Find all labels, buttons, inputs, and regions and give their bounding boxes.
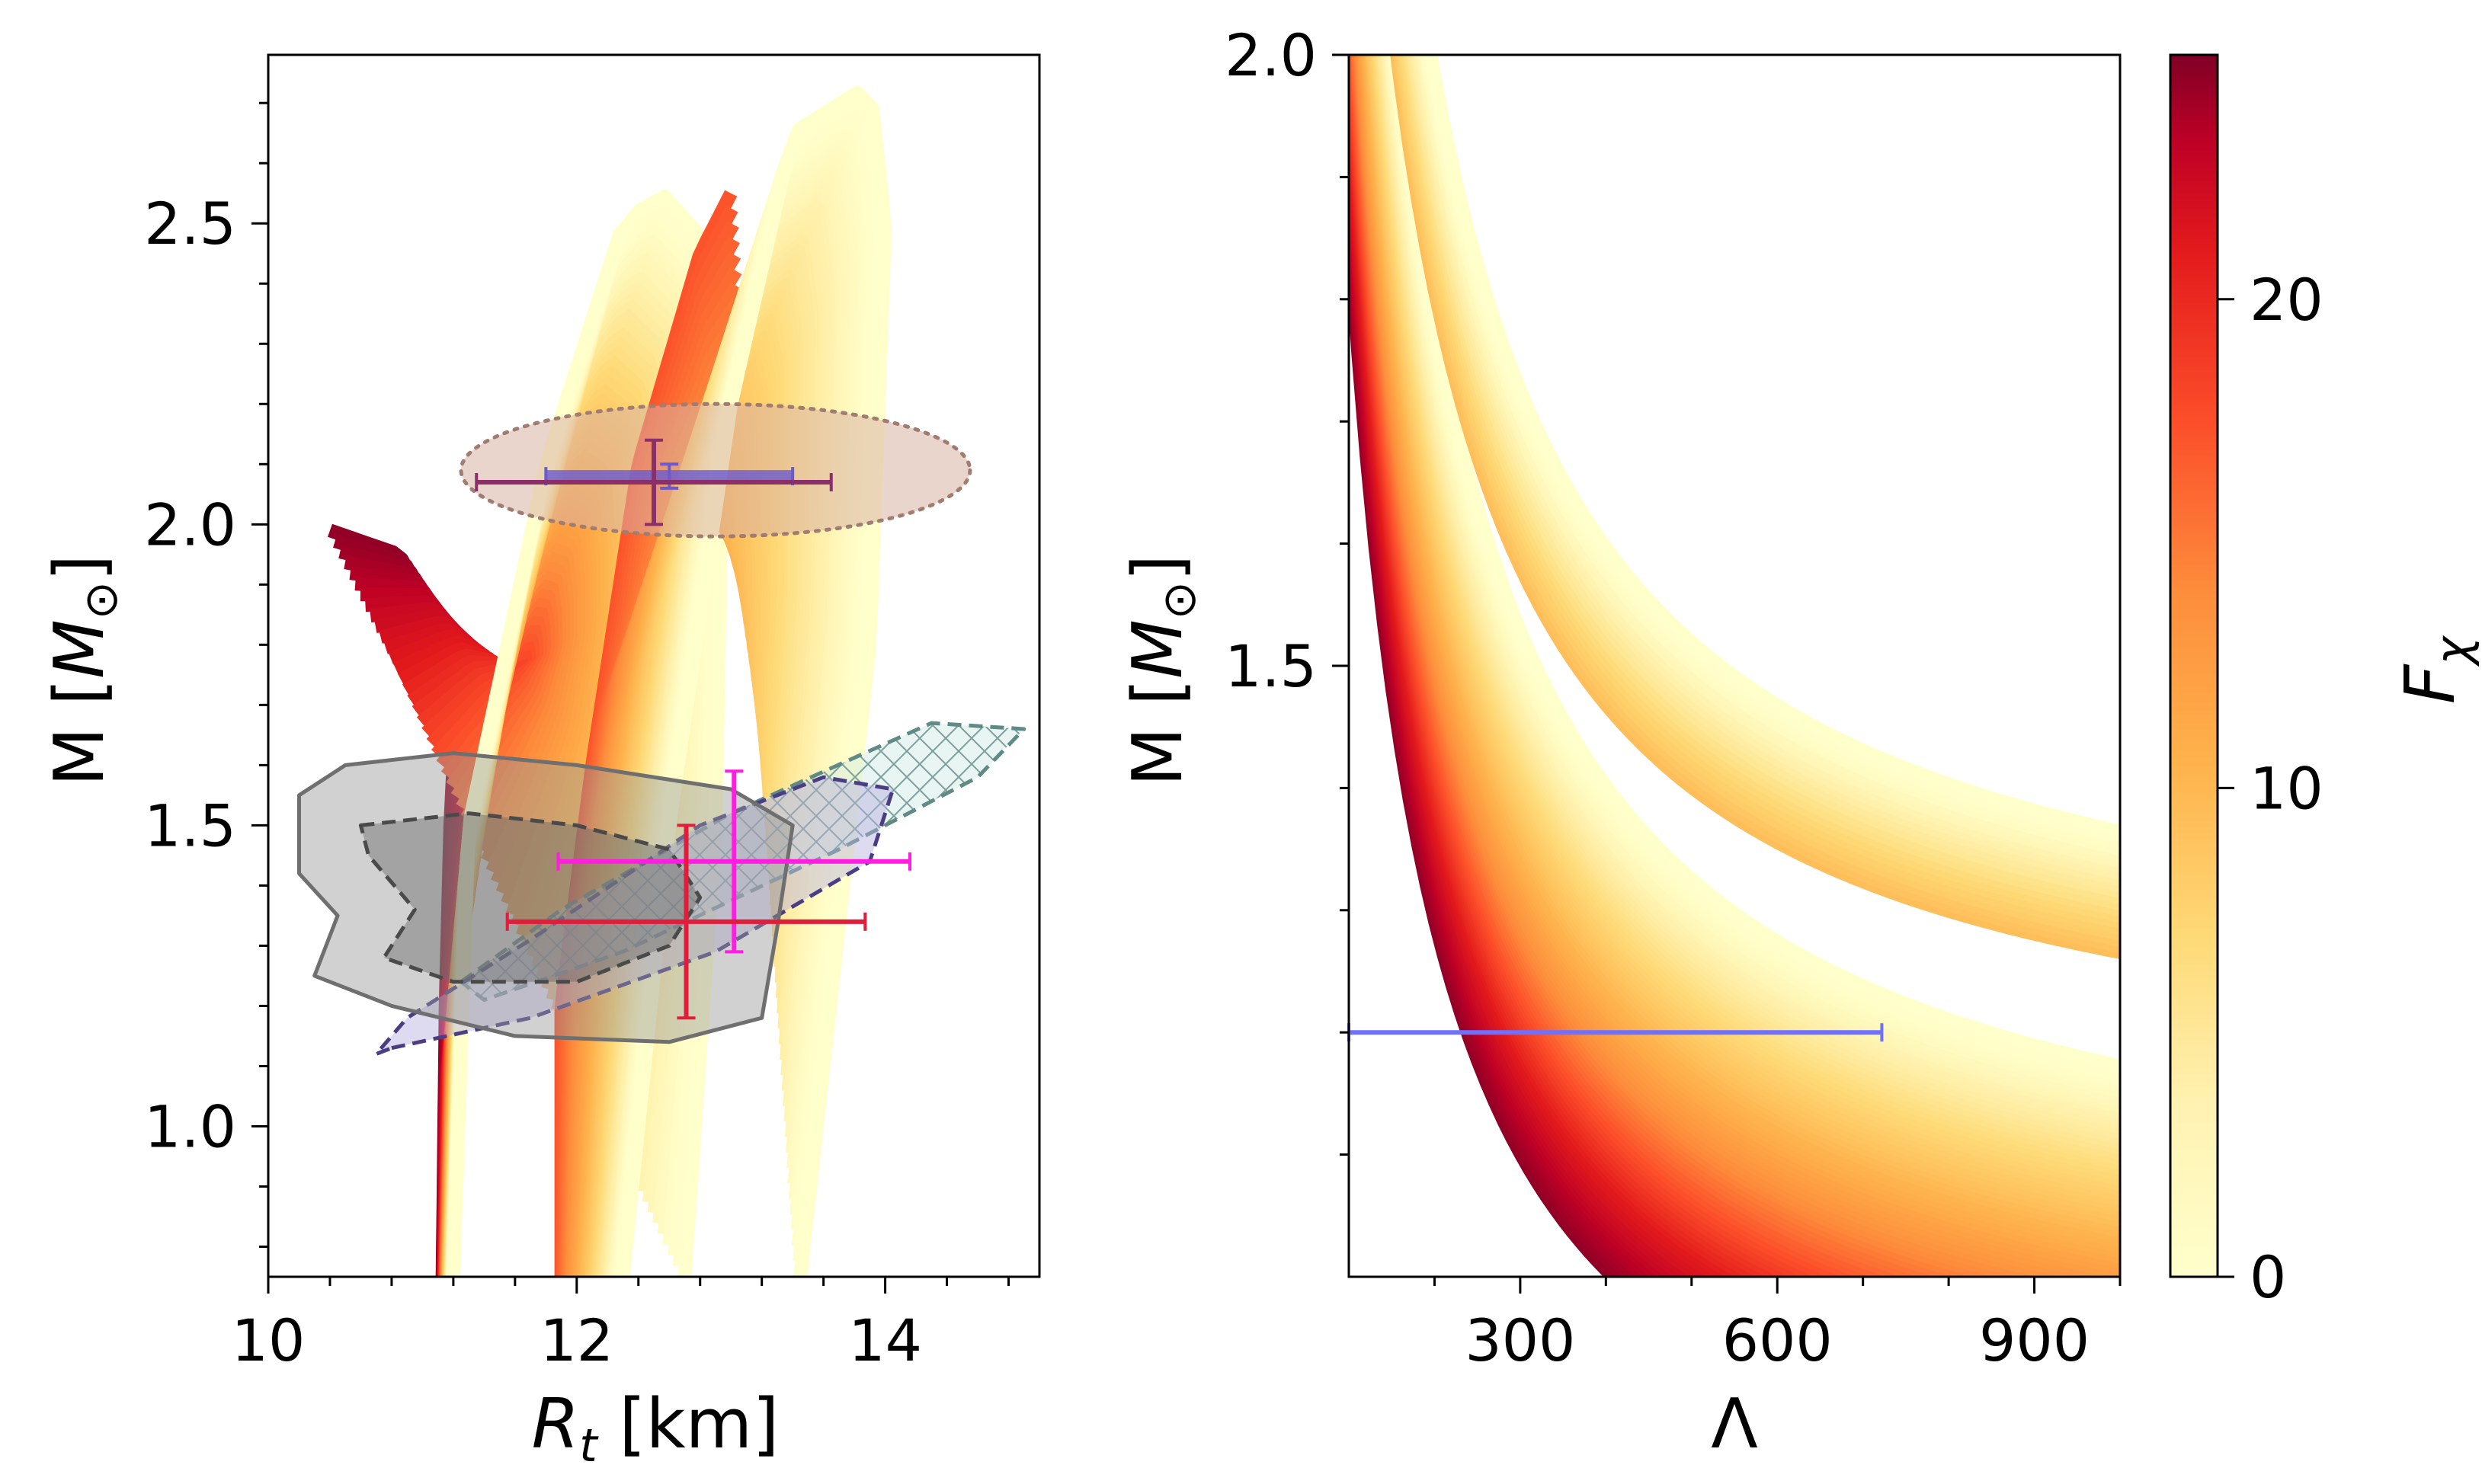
colorbar: 0 10 20 Fχ: [2169, 53, 2480, 1311]
right-x-axis-label: Λ: [1711, 1384, 1758, 1464]
left-x-axis-label: Rt [km]: [532, 1384, 780, 1473]
left-ytick-label-1.5: 1.5: [144, 792, 236, 859]
left-ytick-label-2: 2.0: [144, 491, 236, 558]
right-band-curve-0: [1391, 55, 2120, 1072]
right-panel: 300 600 900 1.5 2.0 Λ M [M⊙]: [1118, 21, 2122, 1464]
right-xtick-label-300: 300: [1465, 1306, 1575, 1374]
region-gw-purple: [374, 775, 895, 1057]
right-band-2-curve-0: [1425, 55, 2120, 837]
colorbar-gradient: [2170, 55, 2218, 1277]
right-ticks: [1332, 53, 2122, 1294]
left-ytick-label-1: 1.0: [144, 1092, 236, 1160]
left-xtick-label-14: 14: [848, 1306, 922, 1374]
right-ytick-label-2: 2.0: [1225, 21, 1317, 89]
right-xtick-label-600: 600: [1722, 1306, 1833, 1374]
left-mr-curves: [328, 85, 892, 1277]
left-errorbar-purple: [475, 438, 833, 526]
left-ticks: [251, 101, 1010, 1294]
colorbar-frame: [2169, 53, 2219, 1278]
left-errorbar-red: [505, 824, 867, 1020]
right-ytick-label-1.5: 1.5: [1225, 632, 1317, 700]
region-nicer-grey-inner: [358, 811, 703, 984]
left-xtick-label-10: 10: [232, 1306, 306, 1374]
left-y-axis-label: M [M⊙]: [40, 555, 128, 786]
left-tick-labels: 10 12 14 1.0 1.5 2.0 2.5: [144, 190, 922, 1374]
colorbar-label: Fχ: [2391, 635, 2480, 704]
colorbar-tick-label-20: 20: [2250, 266, 2323, 334]
colorbar-tick-label-10: 10: [2250, 754, 2323, 822]
left-error-bars: [475, 438, 911, 1020]
right-mlambda-curves: [1349, 55, 2120, 1277]
left-ytick-label-2.5: 2.5: [144, 190, 236, 257]
left-xtick-label-12: 12: [540, 1306, 613, 1374]
right-xtick-label-900: 900: [1979, 1306, 2090, 1374]
colorbar-ticks: 0 10 20: [2218, 266, 2323, 1311]
left-axes-frame: [267, 53, 1041, 1278]
colorbar-tick-label-0: 0: [2250, 1243, 2286, 1311]
right-y-axis-label: M [M⊙]: [1118, 555, 1206, 786]
right-tick-labels: 300 600 900 1.5 2.0: [1225, 21, 2090, 1374]
left-panel: 10 12 14 1.0 1.5 2.0 2.5 Rt [km] M [M⊙]: [40, 53, 1041, 1473]
